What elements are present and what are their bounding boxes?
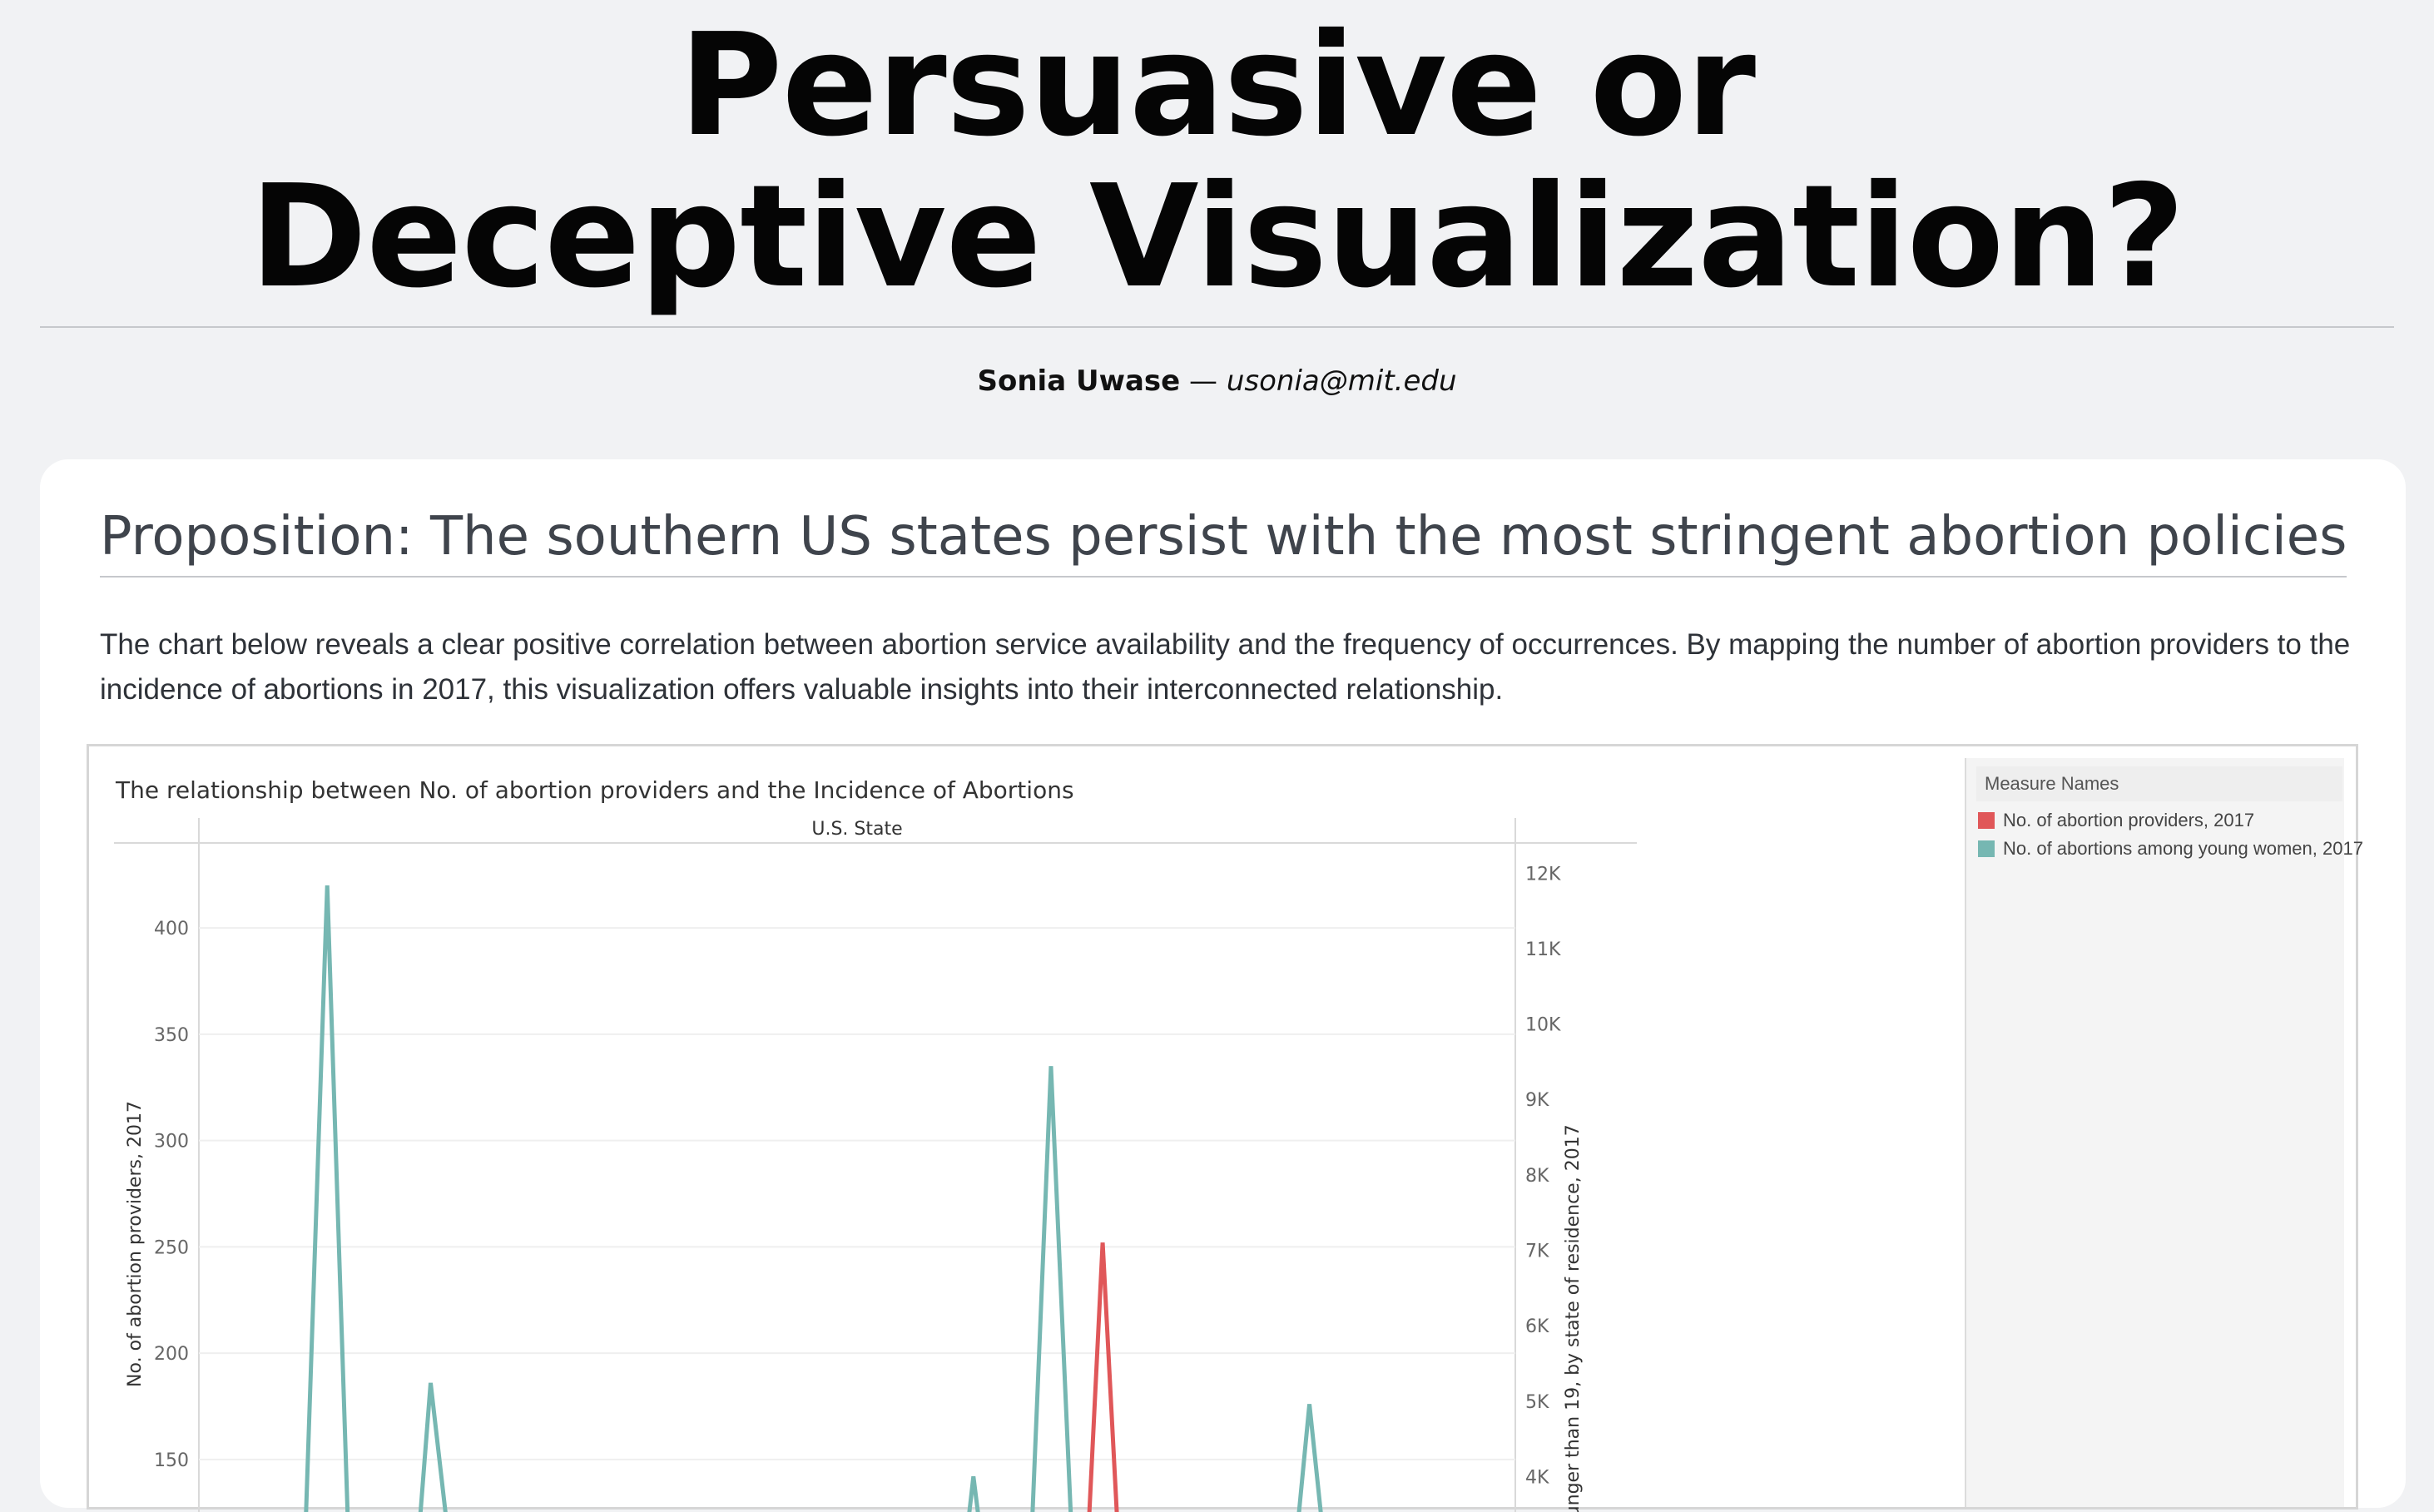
content-card: Proposition: The southern US states pers… xyxy=(40,459,2406,1512)
y-right-tick-label: 7K xyxy=(1525,1241,1549,1262)
y-right-axis-title: No. of abortions among women younger tha… xyxy=(1563,1124,1584,1512)
column-header-label: U.S. State xyxy=(811,819,902,840)
title-line-2: Deceptive Visualization? xyxy=(250,155,2185,320)
y-right-tick-label: 12K xyxy=(1525,864,1561,885)
y-left-tick-label: 300 xyxy=(154,1132,189,1153)
legend-label-providers: No. of abortion providers, 2017 xyxy=(2003,810,2255,830)
legend-item-providers[interactable]: No. of abortion providers, 2017 xyxy=(1978,810,2254,831)
tableau-viz[interactable]: The relationship between No. of abortion… xyxy=(87,744,2363,1512)
legend-swatch-teal xyxy=(1978,840,1995,857)
y-left-tick-label: 400 xyxy=(154,919,189,939)
author-name: Sonia Uwase xyxy=(977,364,1181,398)
legend-swatch-red xyxy=(1978,812,1995,829)
line-chart[interactable]: The relationship between No. of abortion… xyxy=(89,746,1920,1512)
page-title: Persuasive or Deceptive Visualization? xyxy=(0,0,2434,313)
title-divider xyxy=(40,326,2394,328)
y-right-tick-label: 4K xyxy=(1525,1467,1549,1488)
y-left-tick-label: 150 xyxy=(154,1450,189,1471)
y-right-tick-label: 11K xyxy=(1525,939,1561,960)
y-left-tick-label: 350 xyxy=(154,1025,189,1046)
author-email[interactable]: usonia@mit.edu xyxy=(1226,364,1457,398)
y-left-tick-label: 200 xyxy=(154,1344,189,1365)
y-right-tick-label: 6K xyxy=(1525,1316,1549,1337)
chart-title: The relationship between No. of abortion… xyxy=(115,776,1074,804)
proposition-heading: Proposition: The southern US states pers… xyxy=(100,506,2347,568)
y-right-tick-label: 8K xyxy=(1525,1166,1549,1187)
title-line-1: Persuasive or xyxy=(678,3,1756,168)
legend-label-abortions: No. of abortions among young women, 2017 xyxy=(2003,838,2363,859)
series-line-providers[interactable] xyxy=(224,1242,1490,1512)
legend-title: Measure Names xyxy=(1976,766,2342,801)
proposition-divider xyxy=(100,576,2347,578)
byline-separator: — xyxy=(1180,364,1227,398)
y-left-tick-label: 250 xyxy=(154,1237,189,1258)
y-right-tick-label: 10K xyxy=(1525,1015,1561,1036)
y-right-tick-label: 9K xyxy=(1525,1090,1549,1111)
byline: Sonia Uwase — usonia@mit.edu xyxy=(0,364,2434,398)
legend-item-abortions[interactable]: No. of abortions among young women, 2017 xyxy=(1978,838,2363,860)
proposition-body: The chart below reveals a clear positive… xyxy=(100,628,2351,706)
y-left-axis-title: No. of abortion providers, 2017 xyxy=(125,1101,146,1387)
series-line-abortions[interactable] xyxy=(224,885,1490,1512)
legend-panel: Measure Names No. of abortion providers,… xyxy=(1965,758,2363,1507)
page-header: Persuasive or Deceptive Visualization? S… xyxy=(0,0,2434,398)
y-right-tick-label: 5K xyxy=(1525,1392,1549,1413)
